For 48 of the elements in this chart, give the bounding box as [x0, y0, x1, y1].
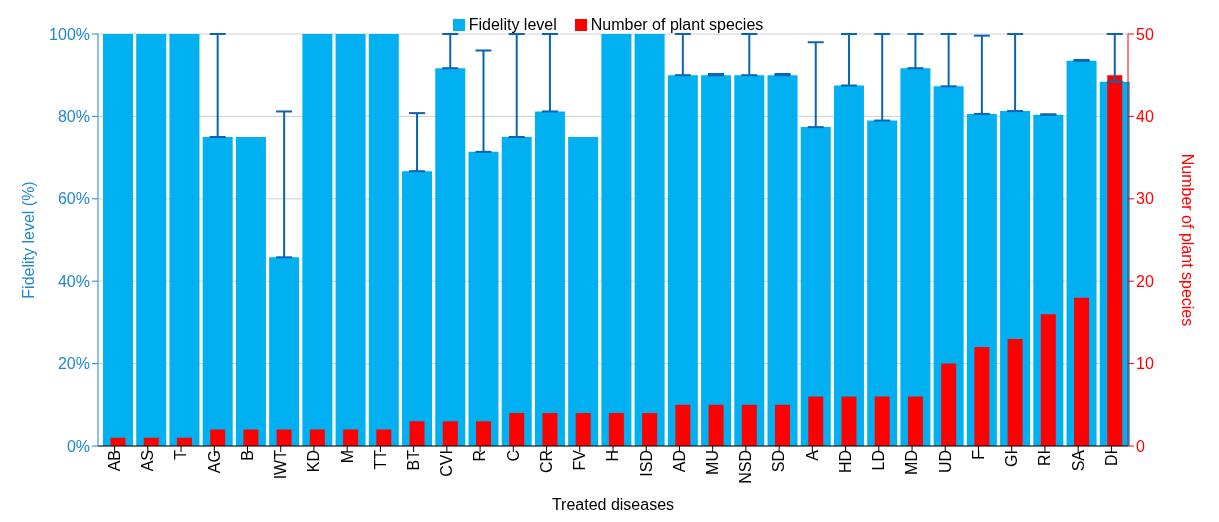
x-tick-label: TT: [371, 449, 389, 470]
x-tick-label: B: [238, 450, 256, 461]
y2-tick-label: 40: [1136, 108, 1154, 126]
x-tick-label: DI: [1102, 450, 1120, 466]
legend-label: Number of plant species: [590, 16, 764, 34]
x-axis-title: Treated diseases: [551, 496, 675, 513]
y-tick-label: 0%: [66, 437, 90, 455]
x-tick-label: M: [338, 450, 356, 464]
x-tick-label: RI: [1036, 450, 1054, 466]
x-tick-label: SA: [1069, 449, 1087, 472]
x-tick-label: F: [969, 449, 987, 460]
x-tick-label: SD: [770, 450, 788, 473]
x-tick-label: NSD: [737, 450, 755, 484]
x-tick-label: H: [604, 450, 622, 462]
y2-tick-label: 0: [1136, 437, 1145, 455]
x-tick-label: GI: [1003, 450, 1021, 467]
y2-tick-label: 50: [1136, 25, 1154, 43]
y2-tick-label: 30: [1136, 190, 1154, 208]
y-tick-label: 80%: [57, 108, 90, 126]
y-tick-label: 100%: [49, 25, 90, 43]
x-tick-label: CR: [537, 450, 555, 474]
y-tick-label: 40%: [57, 272, 90, 290]
x-tick-label: C: [504, 450, 522, 462]
x-tick-label: CVI: [438, 450, 456, 477]
x-tick-label: MU: [704, 450, 722, 475]
x-tick-label: A: [803, 449, 821, 461]
x-tick-label: UD: [936, 450, 954, 474]
x-tick-label: BT: [405, 449, 423, 471]
y-tick-label: 60%: [57, 190, 90, 208]
y-axis-title: Fidelity level (%): [19, 181, 37, 299]
y2-tick-label: 10: [1136, 355, 1154, 373]
y2-axis-title: Number of plant species: [1179, 153, 1197, 327]
x-tick-label: IWT: [272, 449, 290, 480]
x-tick-label: AB: [105, 450, 123, 472]
x-tick-label: AD: [670, 450, 688, 473]
x-tick-label: HD: [836, 450, 854, 474]
y-tick-label: 20%: [57, 355, 90, 373]
x-tick-label: FV: [571, 449, 589, 471]
x-tick-label: MD: [903, 450, 921, 475]
x-tick-label: R: [471, 450, 489, 462]
legend-label: Fidelity level: [468, 16, 557, 34]
x-tick-label: LD: [870, 450, 888, 471]
x-tick-label: KD: [305, 450, 323, 473]
x-tick-label: ISD: [637, 450, 655, 477]
x-tick-label: T: [172, 449, 190, 460]
y2-tick-label: 20: [1136, 272, 1154, 290]
x-tick-label: AG: [205, 450, 223, 474]
x-tick-label: AS: [139, 450, 157, 472]
